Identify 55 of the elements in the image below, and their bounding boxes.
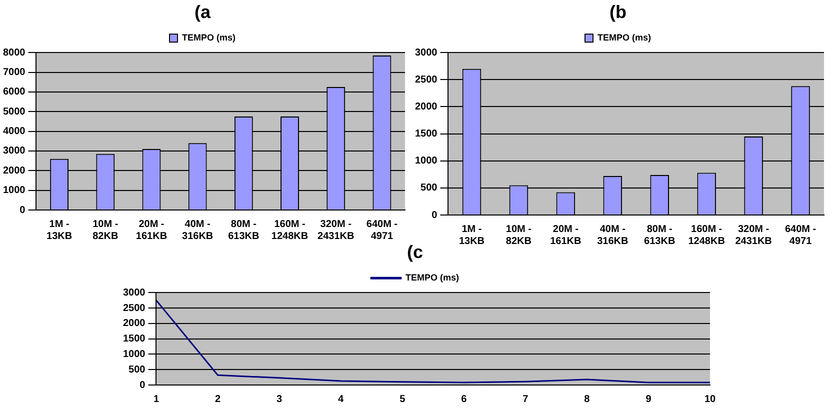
y-tick-label: 2000 [414,101,438,112]
y-tick-label: 5000 [2,106,26,118]
legend-label: TEMPO (ms) [406,272,460,283]
y-tick-label: 2500 [414,74,438,86]
x-tick-label: 40M - 316KB [182,218,214,242]
x-tick-label: 1M - 13KB [46,218,72,242]
y-tick-label: 1000 [122,348,146,360]
y-tick-label: 3000 [2,146,26,157]
x-tick-label: 10M - 82KB [506,224,532,247]
x-tick-label: 640M - 4971 [784,224,816,247]
y-tick-label: 2500 [122,302,146,314]
y-tick-label: 8000 [2,47,26,58]
x-tick-label: 640M - 4971 [366,218,398,242]
x-tick-label: 6 [461,394,468,405]
y-tick-label: 4000 [2,126,26,138]
y-tick-label: 0 [432,210,438,221]
y-tick-label: 0 [20,204,26,216]
x-tick-label: 160M - 1248KB [271,218,308,242]
y-tick-label: 500 [420,182,438,194]
x-tick-label: 3 [276,394,283,405]
x-tick-label: 80M - 613KB [228,218,260,242]
y-tick-label: 1500 [414,128,438,140]
chart-title: (a [194,2,212,22]
y-tick-label: 2000 [122,318,146,330]
x-tick-label: 1M - 13KB [458,224,485,247]
y-tick-label: 2000 [2,165,26,176]
legend-label: TEMPO (ms) [182,32,236,43]
chart-title: (b [610,2,626,22]
x-tick-label: 1 [153,394,160,405]
y-tick-label: 500 [128,364,146,376]
x-tick-label: 20M - 161KB [136,218,168,242]
x-tick-label: 160M - 1248KB [688,224,725,247]
x-tick-label: 4 [338,394,344,405]
x-tick-label: 5 [400,394,406,405]
chart-title: (c [406,242,424,262]
y-tick-label: 3000 [414,47,438,58]
y-tick-label: 1000 [414,156,438,167]
x-tick-label: 9 [646,394,652,405]
x-tick-label: 40M - 316KB [597,224,628,247]
x-tick-label: 8 [584,394,590,405]
x-tick-label: 320M - 2431KB [318,218,354,242]
x-tick-label: 2 [214,394,221,405]
x-tick-label: 10M - 82KB [92,218,118,242]
x-tick-label: 7 [522,394,529,405]
y-tick-label: 6000 [2,86,26,98]
x-tick-label: 20M - 161KB [550,224,582,247]
y-tick-label: 1000 [2,185,26,196]
y-tick-label: 3000 [122,287,146,298]
x-tick-label: 320M - 2431KB [735,224,772,247]
legend-label: TEMPO (ms) [598,32,652,43]
y-tick-label: 0 [140,380,146,391]
y-tick-label: 1500 [122,334,146,345]
x-tick-label: 80M - 613KB [644,224,676,247]
y-tick-label: 7000 [2,67,26,78]
x-tick-label: 10 [704,394,716,405]
